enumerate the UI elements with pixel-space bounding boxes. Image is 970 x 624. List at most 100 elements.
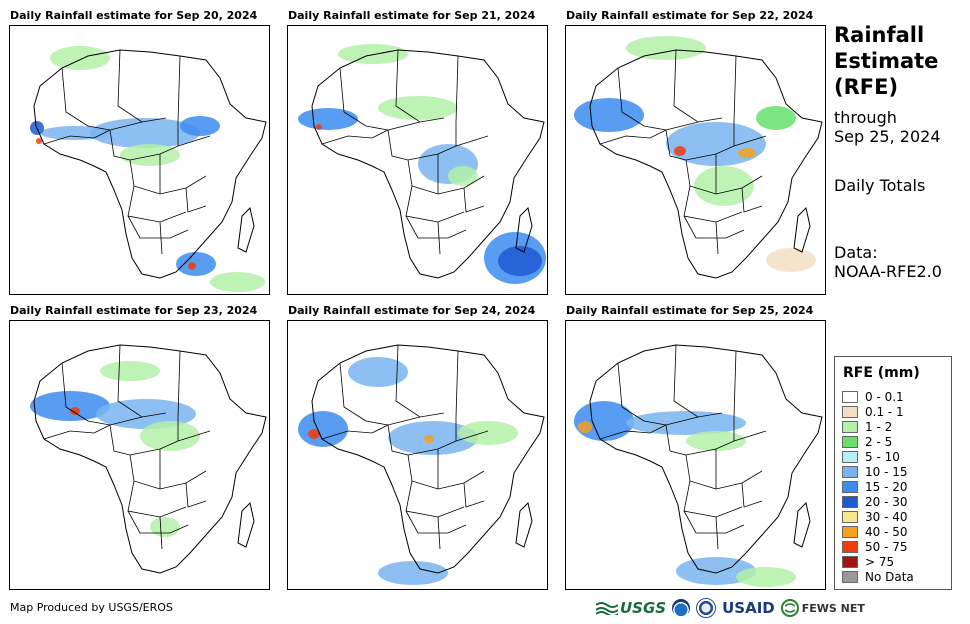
rainfall-field [298, 44, 546, 284]
rain-patch [30, 391, 110, 421]
rainfall-field [298, 357, 518, 585]
legend-label: 15 - 20 [865, 479, 908, 494]
africa-coastline [589, 344, 823, 574]
rainfall-field [30, 361, 200, 537]
rain-patch [626, 36, 706, 60]
country-border [185, 187, 207, 213]
rain-patch [90, 118, 200, 148]
rain-patch [298, 108, 358, 130]
legend-row: 30 - 40 [842, 509, 908, 524]
legend-swatch [842, 420, 858, 433]
legend-label: No Data [865, 569, 914, 584]
rainfall-field [574, 36, 816, 272]
rain-patch [180, 116, 220, 136]
rain-patch [676, 557, 756, 585]
africa-map-1 [30, 46, 267, 292]
country-border [463, 482, 485, 508]
title-line-1: Rainfall [834, 23, 925, 47]
usgs-logo: USGS [596, 599, 666, 617]
country-border [715, 516, 719, 550]
map-credit: Map Produced by USGS/EROS [10, 601, 173, 614]
rain-patch [100, 361, 160, 381]
legend-row: 40 - 50 [842, 524, 908, 539]
country-border [177, 55, 181, 123]
rain-patch [348, 357, 408, 387]
legend-label: 10 - 15 [865, 464, 908, 479]
legend-row: 15 - 20 [842, 479, 908, 494]
legend-row: 5 - 10 [842, 449, 900, 464]
country-border [455, 55, 459, 123]
country-border [405, 185, 465, 223]
country-border [683, 480, 743, 518]
rain-patch [378, 96, 458, 120]
africa-coastline [311, 49, 545, 279]
legend-swatch [842, 540, 858, 553]
country-border [733, 55, 737, 123]
daily-totals-label: Daily Totals [834, 176, 926, 195]
country-border [463, 187, 485, 213]
country-border [665, 424, 767, 456]
fews-net-logo: FEWS NET [780, 599, 865, 617]
legend-row: > 75 [842, 554, 894, 569]
panel-title-6: Daily Rainfall estimate for Sep 25, 2024 [566, 304, 814, 317]
panel-title-2: Daily Rainfall estimate for Sep 21, 2024 [288, 9, 536, 22]
madagascar-outline [515, 207, 533, 253]
rain-patch [36, 138, 42, 144]
rain-patch [140, 421, 200, 451]
madagascar-outline [237, 502, 255, 548]
rain-patch [448, 166, 478, 186]
country-border [395, 49, 445, 123]
legend-swatch [842, 525, 858, 538]
rain-patch [210, 272, 265, 292]
legend-swatch [842, 570, 858, 583]
panel-title-5: Daily Rainfall estimate for Sep 24, 2024 [288, 304, 536, 317]
panel-title-1: Daily Rainfall estimate for Sep 20, 2024 [10, 9, 258, 22]
legend-row: 50 - 75 [842, 539, 908, 554]
legend-row: 0 - 0.1 [842, 389, 904, 404]
rain-patch [626, 411, 746, 435]
country-border [159, 516, 163, 550]
panel-title-3: Daily Rainfall estimate for Sep 22, 2024 [566, 9, 814, 22]
africa-map-5 [298, 344, 545, 585]
legend-label: 50 - 75 [865, 539, 908, 554]
legend-label: 5 - 10 [865, 449, 900, 464]
legend-row: 10 - 15 [842, 464, 908, 479]
country-border [127, 215, 189, 239]
legend-swatch [842, 510, 858, 523]
country-border [127, 185, 187, 223]
legend-swatch [842, 480, 858, 493]
africa-map-3 [574, 36, 823, 279]
legend-label: 20 - 30 [865, 494, 908, 509]
country-border [321, 424, 389, 440]
country-border [683, 185, 743, 223]
rain-patch [424, 435, 434, 443]
rain-patch [120, 144, 180, 166]
title-line-3: (RFE) [834, 75, 899, 99]
country-border [405, 510, 467, 534]
through-date: Sep 25, 2024 [834, 127, 941, 146]
country-border [741, 482, 763, 508]
product-title: Rainfall Estimate (RFE) [834, 22, 938, 100]
rain-patch [188, 262, 196, 270]
country-border [599, 424, 667, 440]
country-border [339, 362, 367, 422]
legend-swatch [842, 390, 858, 403]
panel-title-4: Daily Rainfall estimate for Sep 23, 2024 [10, 304, 258, 317]
data-label: Data: [834, 243, 878, 262]
rain-patch [150, 517, 180, 537]
country-border [387, 129, 489, 161]
legend-row: 2 - 5 [842, 434, 892, 449]
legend-swatch [842, 495, 858, 508]
legend-swatch [842, 555, 858, 568]
country-border [407, 454, 485, 490]
country-border [129, 454, 207, 490]
country-border [127, 480, 187, 518]
rainfall-map-sep-24 [287, 320, 548, 590]
country-border [43, 424, 111, 440]
legend-label: > 75 [865, 554, 895, 569]
country-border [395, 344, 445, 418]
country-border [665, 129, 767, 161]
country-border [617, 362, 645, 422]
country-border [741, 187, 763, 213]
